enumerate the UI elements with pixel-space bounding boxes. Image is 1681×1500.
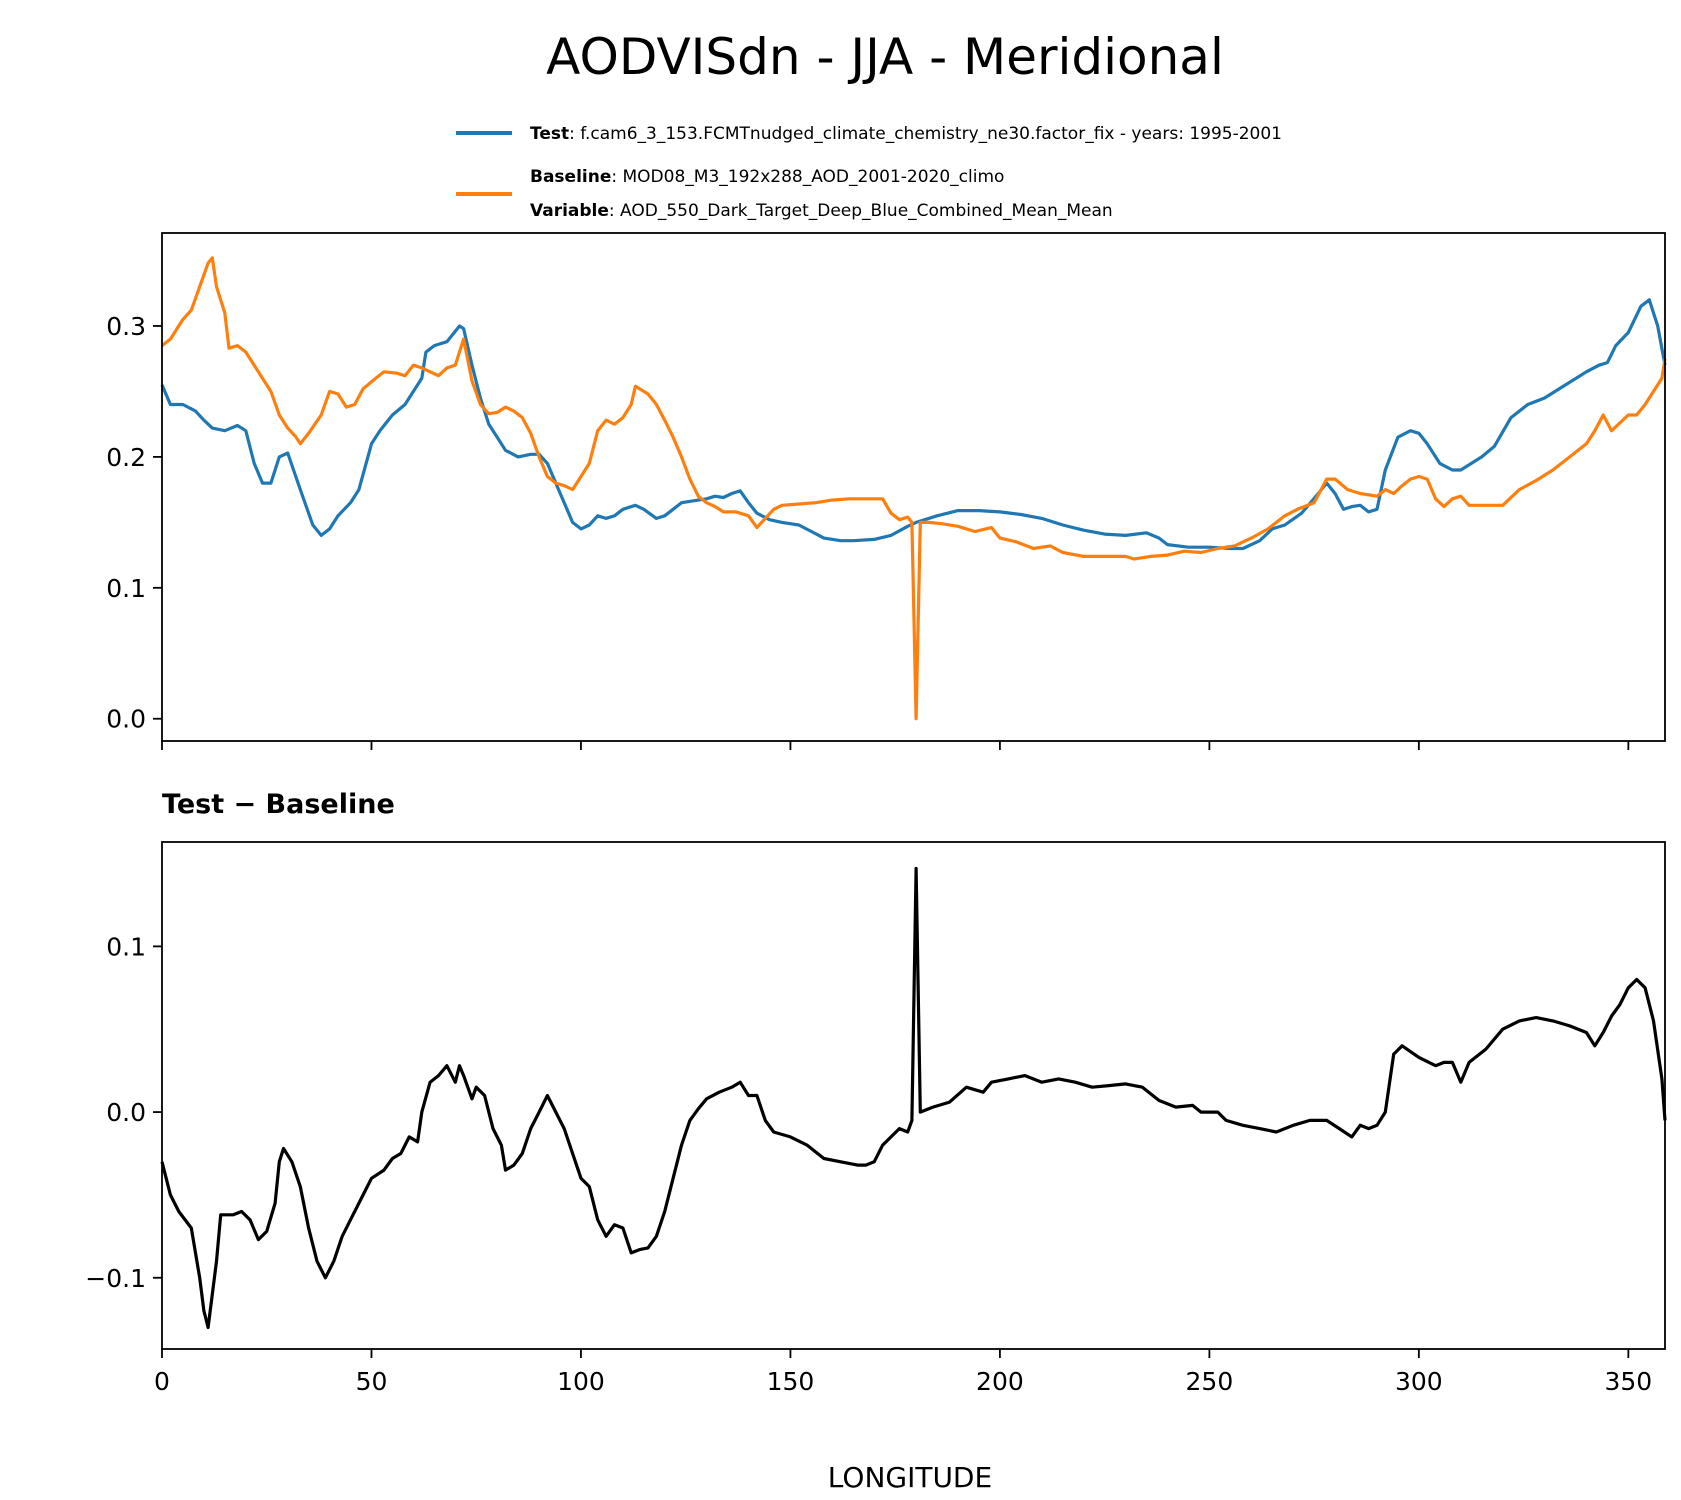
x-axis-label: LONGITUDE bbox=[828, 1461, 992, 1494]
chart-title: AODVISdn - JJA - Meridional bbox=[546, 28, 1224, 86]
bottom-panel-title: Test − Baseline bbox=[162, 789, 395, 820]
axes-frame bbox=[161, 841, 1666, 1350]
y-tick-label: 0.1 bbox=[106, 932, 146, 961]
series-line-test bbox=[160, 298, 1667, 551]
x-tick-label: 50 bbox=[356, 1367, 388, 1396]
legend-baseline-label: Baseline bbox=[530, 167, 611, 187]
legend-variable-entry: Variable: AOD_550_Dark_Target_Deep_Blue_… bbox=[530, 201, 1113, 221]
legend-test-label: Test bbox=[530, 124, 569, 144]
axes-frame bbox=[161, 232, 1666, 742]
x-tick-label: 250 bbox=[1186, 1367, 1234, 1396]
legend-test-text: : f.cam6_3_153.FCMTnudged_climate_chemis… bbox=[569, 124, 1282, 144]
legend-variable-label: Variable bbox=[530, 201, 609, 221]
legend-baseline-entry: Baseline: MOD08_M3_192x288_AOD_2001-2020… bbox=[530, 167, 1004, 187]
x-tick-label: 150 bbox=[767, 1367, 815, 1396]
y-tick-label: 0.1 bbox=[106, 574, 146, 603]
legend: Test: f.cam6_3_153.FCMTnudged_climate_ch… bbox=[456, 124, 1282, 221]
y-tick-label: −0.1 bbox=[85, 1264, 146, 1293]
y-tick-label: 0.0 bbox=[106, 705, 146, 734]
x-tick-label: 200 bbox=[976, 1367, 1024, 1396]
top-panel: 0.0 0.1 0.2 0.3 bbox=[106, 232, 1667, 750]
y-tick-label: 0.3 bbox=[106, 312, 146, 341]
x-tick-label: 100 bbox=[557, 1367, 605, 1396]
x-tick-label: 0 bbox=[154, 1367, 170, 1396]
difference-panel: 0 50 100 150 200 250 300 350 −0.1 0.0 0.1 bbox=[85, 841, 1667, 1396]
legend-variable-text: : AOD_550_Dark_Target_Deep_Blue_Combined… bbox=[609, 201, 1113, 221]
y-tick-label: 0.0 bbox=[106, 1098, 146, 1127]
x-tick-label: 350 bbox=[1604, 1367, 1652, 1396]
legend-baseline-text: : MOD08_M3_192x288_AOD_2001-2020_climo bbox=[611, 167, 1004, 187]
x-tick-label: 300 bbox=[1395, 1367, 1443, 1396]
series-line-test-baseline bbox=[160, 866, 1667, 1330]
series-line-baseline bbox=[161, 256, 1667, 721]
y-tick-label: 0.2 bbox=[106, 443, 146, 472]
legend-test-entry: Test: f.cam6_3_153.FCMTnudged_climate_ch… bbox=[530, 124, 1282, 144]
